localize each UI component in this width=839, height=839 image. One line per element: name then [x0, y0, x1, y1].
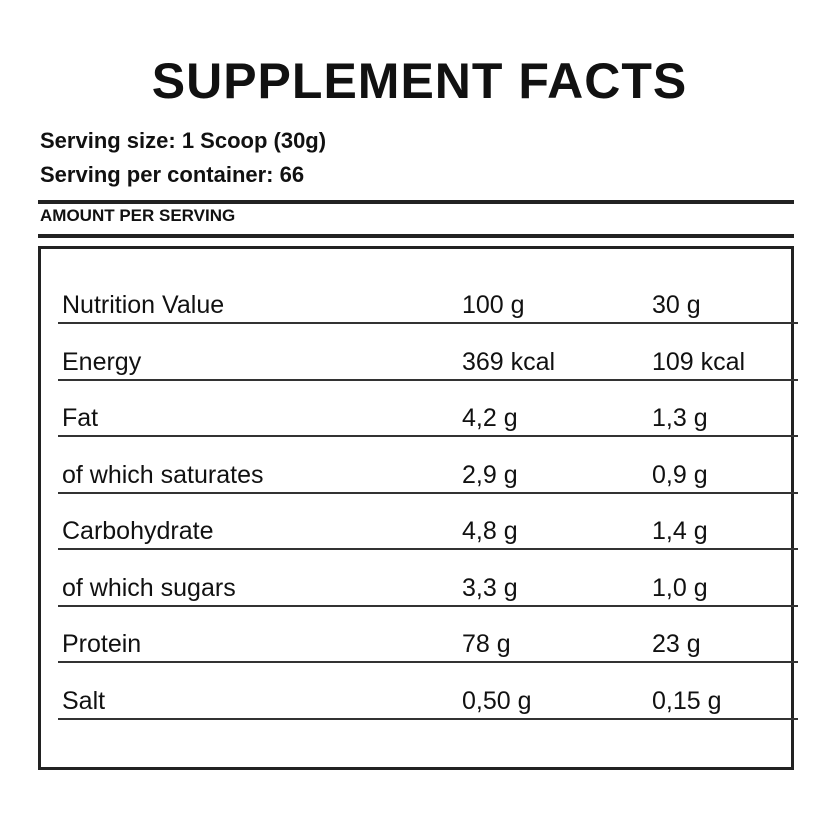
- table-cell: 30 g: [652, 291, 701, 319]
- table-cell: 4,2 g: [462, 404, 518, 432]
- serving-size: Serving size: 1 Scoop (30g): [40, 128, 327, 153]
- title: SUPPLEMENT FACTS: [151, 53, 688, 109]
- table-cell: 23 g: [652, 630, 701, 658]
- table-row: Carbohydrate 4,8 g 1,4 g: [58, 492, 798, 550]
- table-cell: of which sugars: [62, 573, 236, 602]
- table-row: Salt 0,50 g 0,15 g: [58, 662, 798, 720]
- table-cell: 100 g: [462, 291, 525, 319]
- table-cell: Carbohydrate: [62, 517, 214, 545]
- table-row: of which sugars 3,3 g 1,0 g: [58, 549, 798, 607]
- table-row: Protein 78 g 23 g: [58, 605, 798, 663]
- table-cell: of which saturates: [62, 460, 264, 489]
- table-row: Nutrition Value 100 g 30 g: [58, 266, 798, 324]
- rule: [38, 200, 794, 204]
- table-cell: 1,3 g: [652, 404, 708, 432]
- amount-label: AMOUNT PER SERVING: [40, 206, 236, 225]
- table-cell: Energy: [62, 347, 142, 376]
- table-cell: 78 g: [462, 630, 511, 658]
- table-row: of which saturates 2,9 g 0,9 g: [58, 436, 798, 494]
- table-row: Fat 4,2 g 1,3 g: [58, 379, 798, 437]
- rule: [38, 234, 794, 238]
- table-cell: 4,8 g: [462, 517, 518, 545]
- table-cell: 369 kcal: [462, 347, 556, 376]
- table-cell: 2,9 g: [462, 460, 518, 489]
- table-cell: 0,9 g: [652, 460, 708, 489]
- table-cell: 109 kcal: [652, 347, 746, 376]
- table-cell: Protein: [62, 630, 142, 658]
- table-cell: Salt: [62, 686, 106, 715]
- table-cell: Fat: [62, 404, 99, 432]
- table-cell: 0,50 g: [462, 686, 532, 715]
- table-box: [38, 246, 794, 770]
- servings-per-container: Serving per container: 66: [40, 162, 305, 187]
- table-row: Energy 369 kcal 109 kcal: [58, 323, 798, 381]
- table-cell: 3,3 g: [462, 573, 518, 602]
- table-cell: 0,15 g: [652, 686, 722, 715]
- table-cell: Nutrition Value: [62, 291, 225, 319]
- table-cell: 1,4 g: [652, 517, 708, 545]
- table-cell: 1,0 g: [652, 573, 708, 602]
